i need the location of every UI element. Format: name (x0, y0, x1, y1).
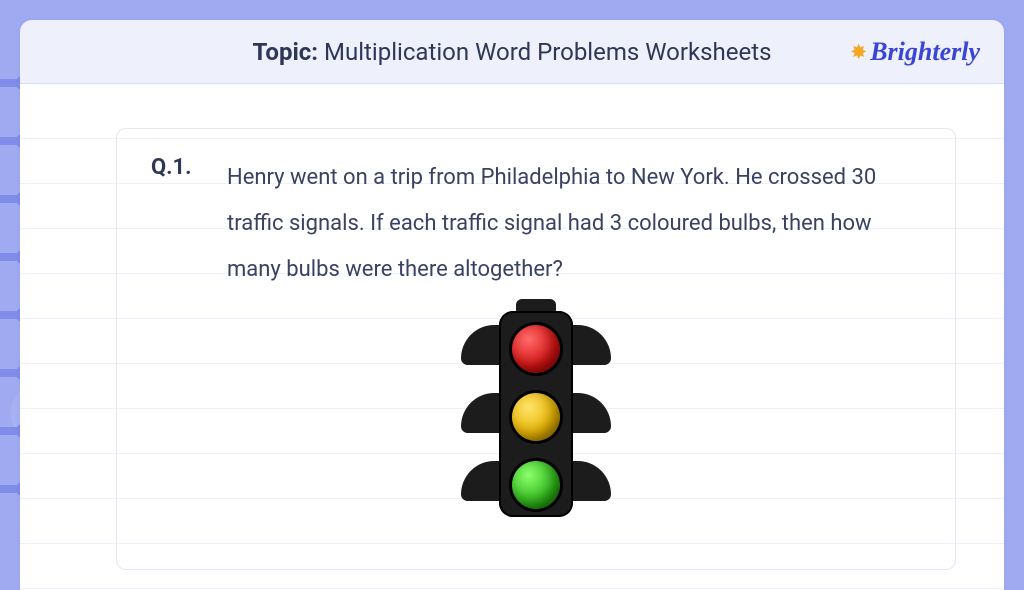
question-illustration (151, 299, 921, 529)
worksheet-body: Q.1. Henry went on a trip from Philadelp… (20, 84, 1004, 590)
question-text: Henry went on a trip from Philadelphia t… (227, 155, 921, 293)
worksheet-sheet: Topic: Multiplication Word Problems Work… (20, 20, 1004, 590)
red-light-icon (512, 325, 560, 373)
topic-label: Topic: (253, 38, 319, 66)
topic-bar: Topic: Multiplication Word Problems Work… (20, 20, 1004, 84)
page-background: Topic: Multiplication Word Problems Work… (0, 0, 1024, 590)
brand-logo: ✸ Brighterly (851, 37, 980, 67)
question-number: Q.1. (151, 155, 199, 293)
yellow-light-icon (512, 393, 560, 441)
question-card: Q.1. Henry went on a trip from Philadelp… (116, 128, 956, 570)
green-light-icon (512, 461, 560, 509)
brand-name: Brighterly (870, 37, 980, 67)
topic-title: Multiplication Word Problems Worksheets (324, 38, 771, 66)
traffic-light-icon (461, 299, 611, 529)
topic-heading: Topic: Multiplication Word Problems Work… (253, 38, 772, 66)
